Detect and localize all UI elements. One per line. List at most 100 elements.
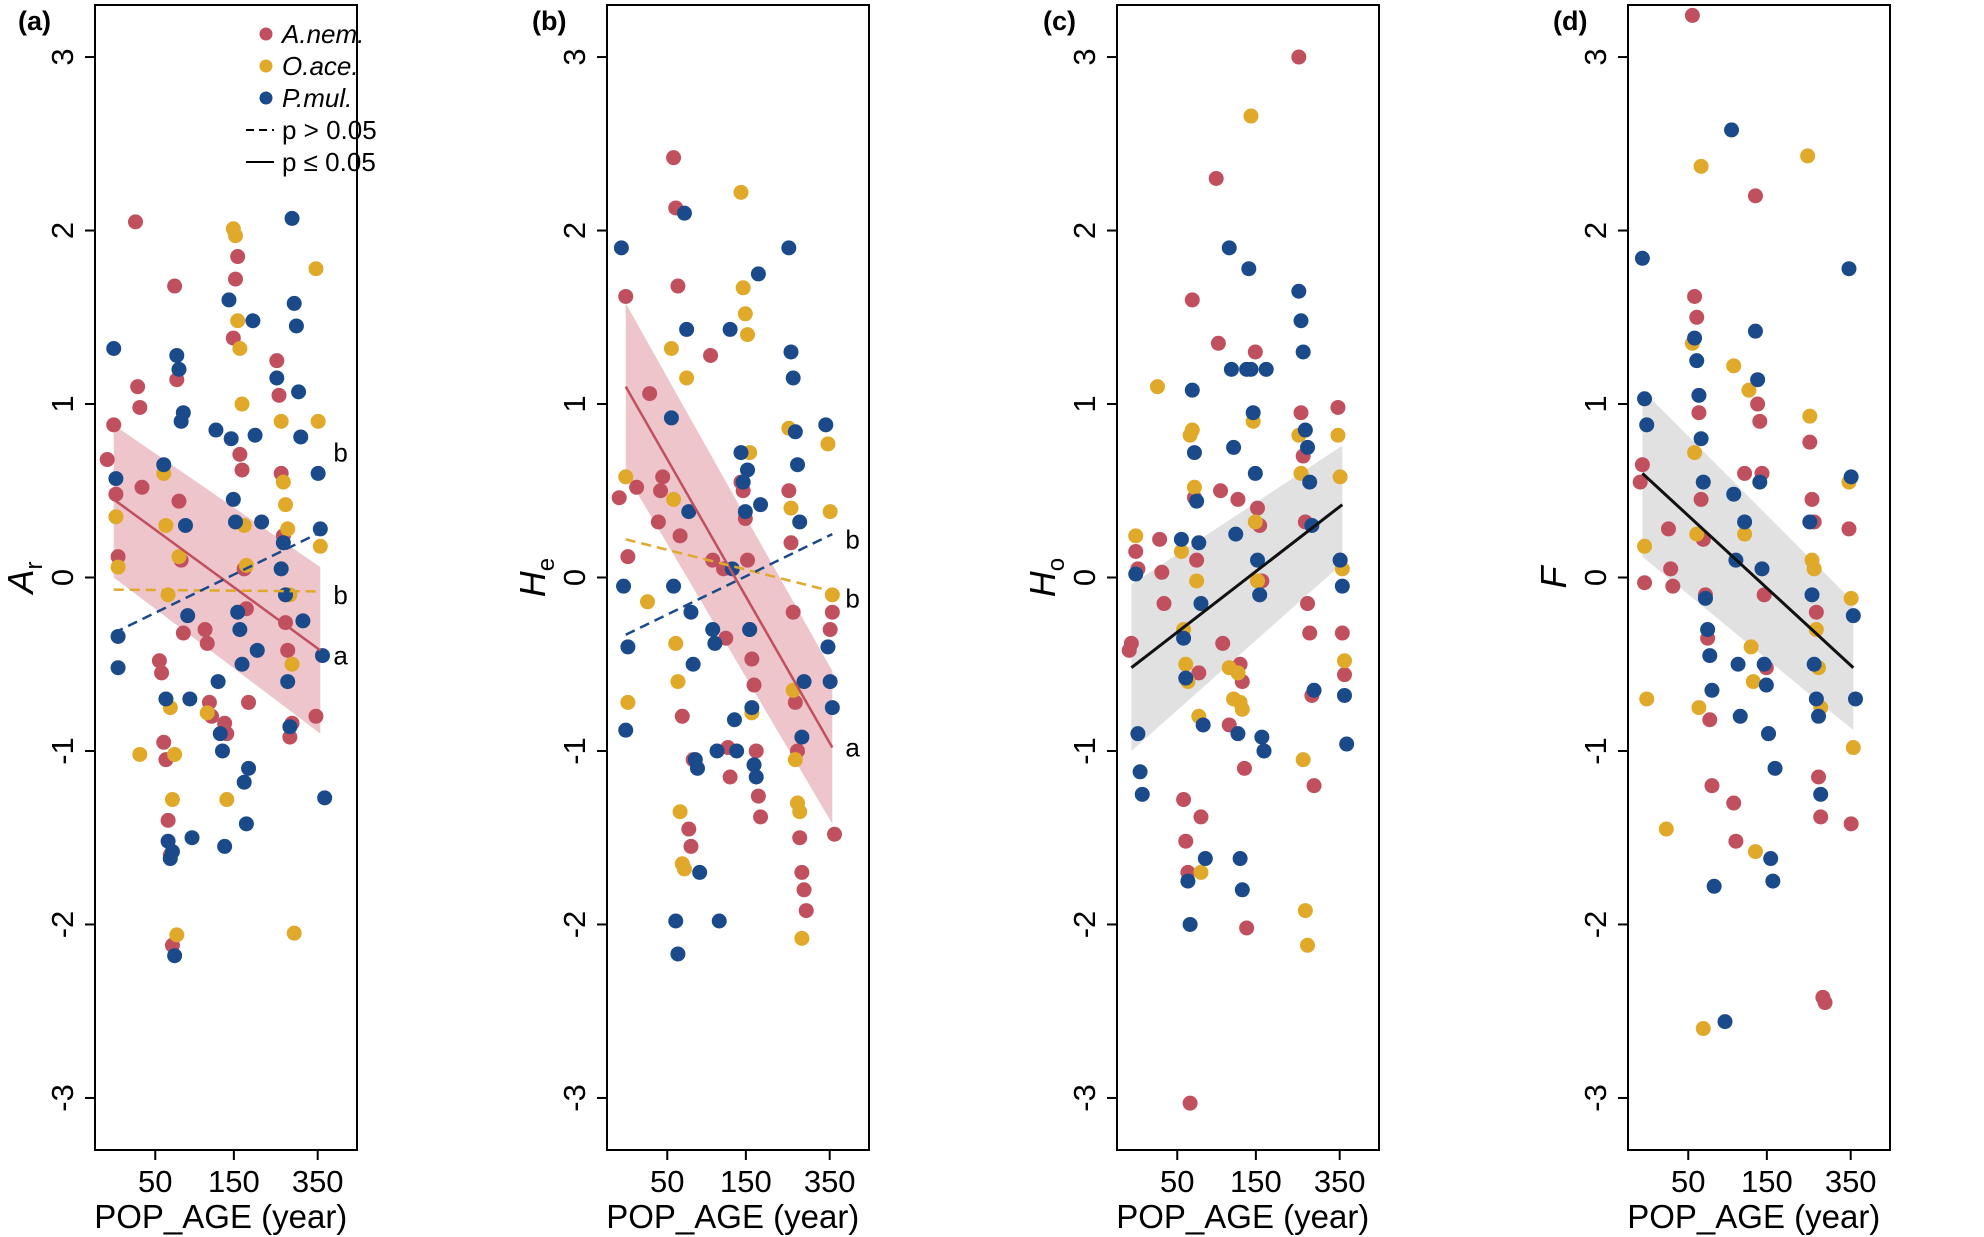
data-point [271, 387, 287, 403]
data-point [1154, 564, 1170, 580]
significance-letter: a [333, 641, 348, 671]
data-point [1178, 833, 1194, 849]
data-point [308, 708, 324, 724]
data-point [247, 427, 263, 443]
data-point [794, 864, 810, 880]
data-point [1843, 590, 1859, 606]
data-point [1726, 795, 1742, 811]
data-point [245, 313, 261, 329]
data-point [134, 479, 150, 495]
data-point [156, 457, 172, 473]
data-point [1252, 587, 1268, 603]
data-point [110, 559, 126, 575]
data-point [620, 694, 636, 710]
data-point [1689, 309, 1705, 325]
data-point [1691, 700, 1707, 716]
data-point [1684, 7, 1700, 23]
data-point [1243, 108, 1259, 124]
data-point [670, 674, 686, 690]
data-point [182, 691, 198, 707]
data-point [822, 674, 838, 690]
data-point [820, 436, 836, 452]
data-point [1754, 561, 1770, 577]
data-point [154, 665, 170, 681]
data-point [744, 651, 760, 667]
x-tick-label: 50 [650, 1164, 684, 1199]
data-point [1817, 995, 1833, 1011]
data-point [1758, 677, 1774, 693]
data-point [733, 184, 749, 200]
y-axis-label-subscript: o [1043, 558, 1070, 571]
data-point [273, 413, 289, 429]
data-point [177, 517, 193, 533]
data-point [1293, 313, 1309, 329]
data-point [1687, 288, 1703, 304]
data-point [234, 396, 250, 412]
data-point [1765, 873, 1781, 889]
regression-line [624, 386, 834, 749]
data-point [1637, 391, 1653, 407]
x-tick-label: 350 [292, 1164, 344, 1199]
data-point [616, 578, 632, 594]
panel-label: (c) [1043, 6, 1076, 36]
data-point [1767, 760, 1783, 776]
regression-line [1641, 472, 1855, 669]
y-tick-label: 1 [45, 395, 80, 412]
data-point [1247, 514, 1263, 530]
data-point [1300, 439, 1316, 455]
data-point [1813, 809, 1829, 825]
data-point [291, 384, 307, 400]
data-point [280, 642, 296, 658]
data-point [1330, 427, 1346, 443]
x-tick-label: 350 [804, 1164, 856, 1199]
y-tick-label: 3 [1578, 48, 1613, 65]
data-point [794, 930, 810, 946]
data-point [1210, 335, 1226, 351]
data-point [1197, 851, 1213, 867]
data-point [722, 321, 738, 337]
data-point [293, 429, 309, 445]
data-point [1130, 726, 1146, 742]
data-point [1189, 573, 1205, 589]
data-point [1182, 1095, 1198, 1111]
data-point [1336, 667, 1352, 683]
data-point [310, 413, 326, 429]
data-point [783, 535, 799, 551]
data-point [228, 514, 244, 530]
data-point [1724, 122, 1740, 138]
data-point [737, 306, 753, 322]
data-point [753, 809, 769, 825]
data-point [1293, 405, 1309, 421]
panel-label: (b) [532, 6, 566, 36]
data-point [1730, 656, 1746, 672]
data-point [171, 549, 187, 565]
data-point [1132, 764, 1148, 780]
data-point [748, 743, 764, 759]
data-point [1189, 493, 1205, 509]
data-point [108, 471, 124, 487]
data-point [1184, 422, 1200, 438]
data-point [1258, 361, 1274, 377]
data-point [312, 538, 328, 554]
data-point [199, 705, 215, 721]
data-point [1232, 851, 1248, 867]
data-point [666, 578, 682, 594]
data-point [642, 386, 658, 402]
data-point [1761, 726, 1777, 742]
x-tick-label: 150 [208, 1164, 260, 1199]
panel-label: (a) [18, 6, 51, 36]
data-point [1250, 573, 1266, 589]
data-point [1808, 604, 1824, 620]
data-point [1173, 531, 1189, 547]
data-point [709, 743, 725, 759]
data-point [106, 417, 122, 433]
data-point [620, 639, 636, 655]
data-point [132, 746, 148, 762]
series-oace [618, 184, 840, 946]
data-point [676, 205, 692, 221]
data-point [1747, 844, 1763, 860]
data-point [1697, 590, 1713, 606]
x-axis-label: POP_AGE (year) [1627, 1198, 1880, 1235]
